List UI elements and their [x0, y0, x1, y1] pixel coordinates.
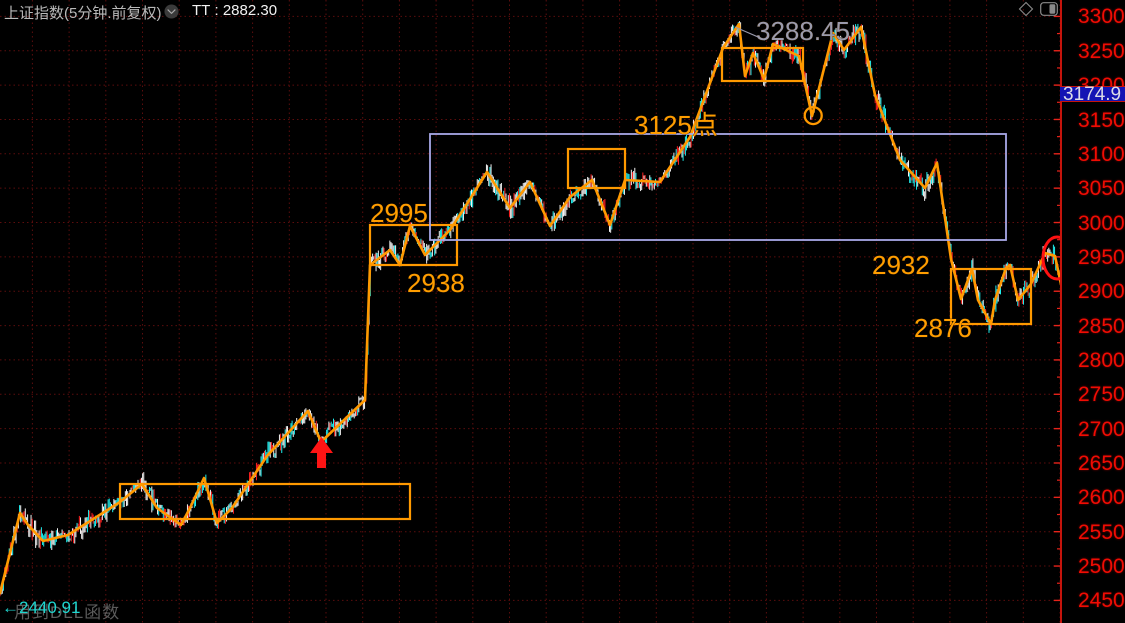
svg-text:2876: 2876 [914, 313, 972, 343]
svg-text:2932: 2932 [872, 250, 930, 280]
svg-text:2938: 2938 [407, 268, 465, 298]
svg-text:3125点: 3125点 [634, 110, 718, 140]
svg-text:2995: 2995 [370, 198, 428, 228]
svg-text:3288.45: 3288.45 [756, 16, 850, 46]
